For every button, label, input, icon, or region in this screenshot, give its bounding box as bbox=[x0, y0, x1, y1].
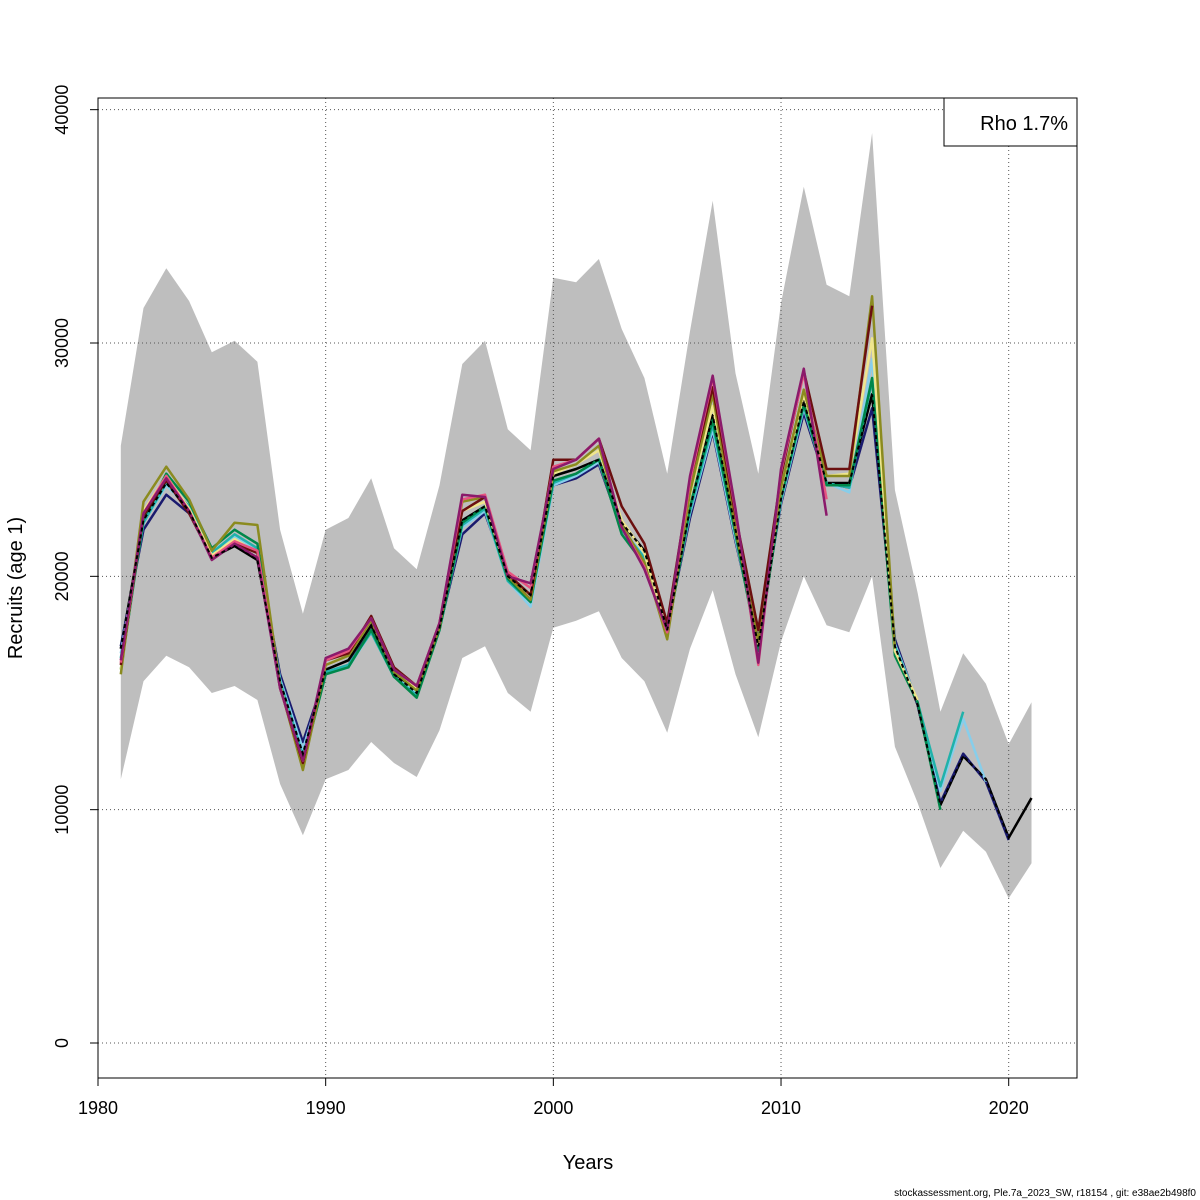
reference-dashed-line bbox=[119, 394, 1033, 841]
y-tick-label-0: 0 bbox=[52, 1038, 72, 1048]
footer-credit: stockassessment.org, Ple.7a_2023_SW, r18… bbox=[894, 1188, 1196, 1199]
y-axis-title: Recruits (age 1) bbox=[5, 517, 27, 659]
series-layer bbox=[119, 295, 1033, 841]
confidence-band-layer bbox=[120, 133, 1032, 899]
x-tick-label-2010: 2010 bbox=[761, 1098, 801, 1118]
y-tick-label-10000: 10000 bbox=[52, 785, 72, 835]
y-tick-label-20000: 20000 bbox=[52, 551, 72, 601]
x-tick-label-1990: 1990 bbox=[306, 1098, 346, 1118]
plot-frame bbox=[97, 97, 1078, 1079]
x-axis-title: Years bbox=[563, 1152, 613, 1174]
confidence-band bbox=[120, 133, 1032, 899]
x-tick-label-2020: 2020 bbox=[989, 1098, 1029, 1118]
x-tick-label-1980: 1980 bbox=[78, 1098, 118, 1118]
y-tick-label-30000: 30000 bbox=[52, 318, 72, 368]
x-tick-label-2000: 2000 bbox=[533, 1098, 573, 1118]
legend-rho-label: Rho 1.7% bbox=[980, 113, 1068, 135]
legend: Rho 1.7% bbox=[943, 97, 1078, 147]
legend-box bbox=[943, 97, 1078, 147]
series-line-10 bbox=[119, 367, 828, 762]
axis-layer: 1980 1990 2000 2010 2020 0 10000 20000 30000 4000… bbox=[52, 85, 1029, 1118]
y-tick-label-40000: 40000 bbox=[52, 85, 72, 135]
